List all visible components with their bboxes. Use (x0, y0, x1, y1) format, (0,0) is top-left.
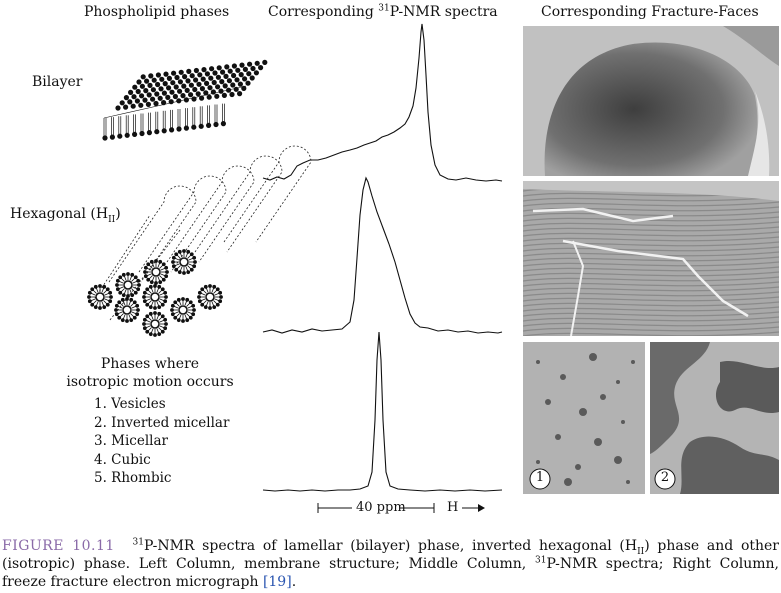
caption-sup-2: 31 (535, 555, 547, 566)
photo-label-1: 1 (535, 470, 545, 485)
caption-sup-1: 31 (132, 537, 144, 548)
header-nmr-sup: 31 (378, 3, 390, 14)
isotropic-line-2: isotropic motion occurs (66, 374, 234, 390)
isotropic-phase-list: 1. Vesicles 2. Inverted micellar 3. Mice… (94, 395, 229, 488)
field-arrow-head (478, 504, 485, 512)
row-label-bilayer: Bilayer (32, 74, 83, 90)
list-item: 3. Micellar (94, 433, 168, 449)
photo-hexagonal-fracture (523, 181, 779, 336)
list-item: 4. Cubic (94, 451, 151, 468)
caption-sub-1: II (637, 546, 645, 557)
spectrum-bilayer (262, 23, 503, 182)
spectrum-isotropic (262, 331, 503, 492)
header-fracture-faces: Corresponding Fracture-Faces (541, 4, 759, 20)
photo-bilayer-fracture (523, 26, 779, 176)
list-item: 2. Inverted micellar (94, 414, 230, 431)
spectrum-hexagonal (262, 176, 503, 334)
list-item: 5. Rhombic (94, 470, 172, 486)
caption-reference[interactable]: [19] (262, 574, 292, 590)
caption-text-1: P-NMR spectra of lamellar (bilayer) phas… (143, 538, 638, 554)
photo-label-2: 2 (660, 470, 670, 485)
figure-number: FIGURE 10.11 (2, 538, 115, 554)
caption-text-4: . (291, 574, 297, 590)
row-label-hexagonal: Hexagonal (HII) (10, 206, 121, 225)
hexagonal-main: Hexagonal (H (10, 206, 109, 222)
isotropic-line-1: Phases where (100, 356, 200, 372)
header-nmr-spectra: Corresponding 31P-NMR spectra (268, 4, 498, 20)
isotropic-heading: Phases where isotropic motion occurs (60, 355, 240, 391)
photo-isotropic-2 (650, 342, 779, 494)
header-nmr-pre: Corresponding (268, 4, 379, 20)
hexagonal-close: ) (115, 206, 121, 222)
header-phospholipid-phases: Phospholipid phases (84, 4, 230, 20)
hexagonal-sub: II (108, 214, 116, 225)
photo-isotropic-1 (523, 342, 645, 494)
header-nmr-post: P-NMR spectra (389, 4, 498, 20)
list-item: 1. Vesicles (94, 396, 166, 412)
scale-label-ppm: 40 ppm (356, 500, 406, 515)
caption-text-2: ) phase and other (isotropic) phase. Lef… (2, 538, 779, 572)
figure-caption: FIGURE 10.11 31P-NMR spectra of lamellar… (2, 537, 779, 591)
scale-label-field: H (447, 500, 459, 515)
caption-text-3: P-NMR spectra; Right Column, freeze frac… (2, 556, 779, 590)
